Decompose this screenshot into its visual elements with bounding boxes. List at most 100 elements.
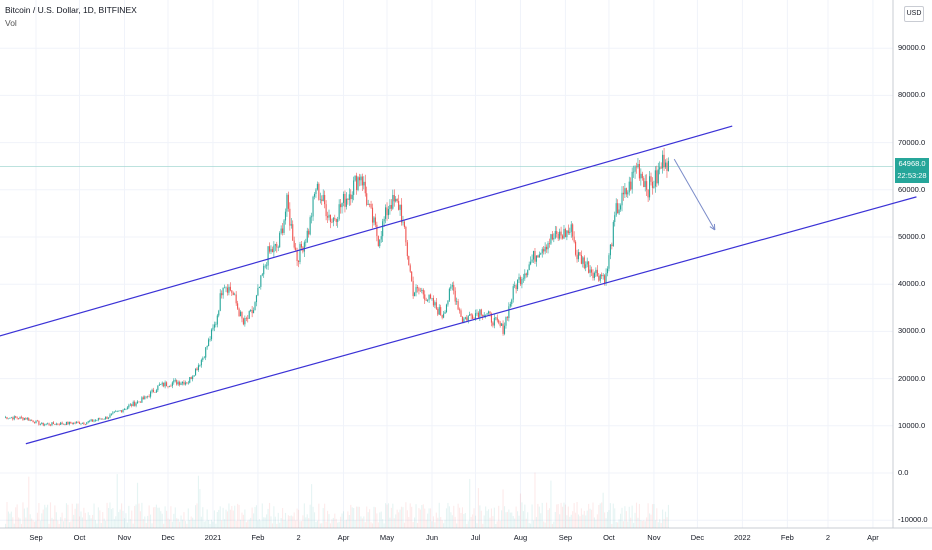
candle-body <box>141 397 143 403</box>
candle-body <box>270 249 272 252</box>
candle-body <box>176 380 178 385</box>
candle-body <box>251 309 253 314</box>
candle-body <box>592 272 594 279</box>
candle-body <box>67 421 69 425</box>
candle-body <box>554 231 556 238</box>
time-tick-label: Sep <box>558 533 573 542</box>
volume-bar <box>132 523 134 528</box>
volume-bar <box>379 512 381 528</box>
volume-bar <box>337 522 339 528</box>
volume-bar <box>547 510 549 528</box>
candle-body <box>125 408 127 410</box>
candle-body <box>206 345 208 348</box>
volume-bar <box>588 503 590 528</box>
volume-bar <box>667 504 669 528</box>
volume-indicator-label[interactable]: Vol <box>5 18 17 28</box>
candle-body <box>641 173 643 179</box>
volume-bar <box>253 513 255 528</box>
volume-bar <box>70 521 72 528</box>
volume-bar <box>199 489 201 528</box>
candle-body <box>174 380 176 381</box>
volume-bar <box>535 517 537 528</box>
candle-body <box>492 322 494 326</box>
chart-header: Bitcoin / U.S. Dollar, 1D, BITFINEX Vol <box>5 4 137 29</box>
candle-body <box>295 247 297 251</box>
candle-body <box>505 317 507 326</box>
volume-bar <box>121 503 123 528</box>
volume-bar <box>219 506 221 528</box>
volume-bar <box>488 509 490 528</box>
candle-body <box>416 287 419 289</box>
volume-bar <box>631 505 633 528</box>
volume-bar <box>335 518 337 528</box>
volume-bar <box>197 475 200 528</box>
candle-body <box>184 382 186 385</box>
candle-body <box>335 218 337 222</box>
volume-bar <box>573 503 575 528</box>
candle-body <box>633 171 635 173</box>
candle-body <box>219 293 221 311</box>
volume-bar <box>279 522 281 528</box>
candle-body <box>135 403 137 406</box>
volume-bar <box>51 517 53 528</box>
volume-bar <box>142 519 144 528</box>
volume-bar <box>356 506 358 528</box>
volume-bar <box>373 506 375 528</box>
candle-body <box>412 280 414 297</box>
volume-bar <box>393 518 395 528</box>
volume-bar <box>386 504 388 528</box>
candle-body <box>557 233 559 239</box>
volume-bar <box>380 511 382 528</box>
candle-body <box>579 252 581 255</box>
candle-body <box>286 194 288 212</box>
volume-bar <box>80 511 82 528</box>
candle-body <box>398 201 400 210</box>
candle-body <box>560 231 562 236</box>
candle-body <box>403 221 405 227</box>
volume-bar <box>195 505 197 528</box>
volume-bar <box>609 503 611 528</box>
volume-bar <box>508 509 510 528</box>
volume-bar <box>480 510 482 528</box>
volume-bar <box>570 514 572 528</box>
volume-bar <box>666 517 668 528</box>
candle-body <box>237 303 239 309</box>
candle-body <box>289 208 291 226</box>
volume-bar <box>338 521 340 528</box>
volume-bar <box>180 515 182 528</box>
candle-body <box>566 230 568 238</box>
candle-body <box>31 419 33 421</box>
candle-body <box>570 224 572 232</box>
volume-bar <box>551 523 553 528</box>
volume-bar <box>25 517 27 528</box>
volume-bar <box>358 506 361 528</box>
candle-body <box>115 411 117 412</box>
candle-body <box>532 251 535 260</box>
candle-body <box>76 421 78 424</box>
currency-button[interactable]: USD <box>904 6 924 22</box>
volume-bar <box>627 521 629 528</box>
volume-bar <box>595 519 597 528</box>
volume-bar <box>348 514 350 528</box>
candle-body <box>371 207 374 223</box>
volume-bar <box>646 517 648 528</box>
volume-bar <box>382 519 384 528</box>
symbol-title[interactable]: Bitcoin / U.S. Dollar, 1D, BITFINEX <box>5 5 137 15</box>
candle-body <box>408 256 410 266</box>
volume-bar <box>202 507 204 528</box>
candle-body <box>202 358 204 360</box>
candle-body <box>80 423 82 425</box>
candle-body <box>575 241 577 255</box>
volume-bar <box>244 509 246 528</box>
candle-body <box>540 253 542 255</box>
volume-bar <box>10 511 12 528</box>
candle-body <box>103 419 105 420</box>
candle-body <box>163 382 165 387</box>
candle-body <box>253 310 255 314</box>
candle-body <box>582 257 584 264</box>
volume-bar <box>283 519 285 528</box>
volume-bar <box>360 516 362 528</box>
volume-bar <box>266 514 268 528</box>
